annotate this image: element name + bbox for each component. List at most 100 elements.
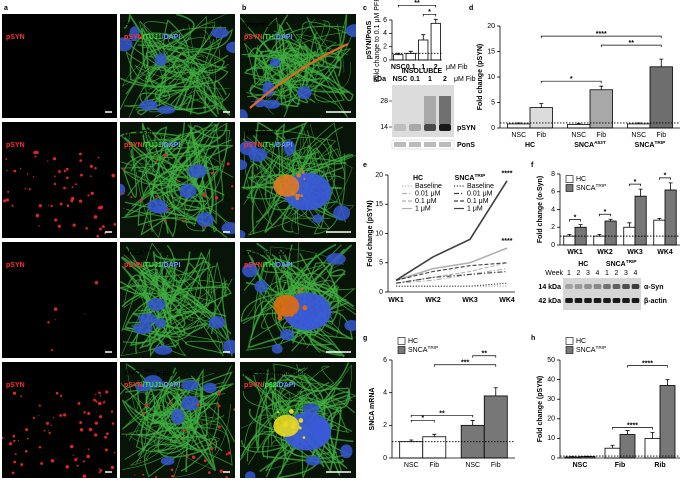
pSYN-puncta bbox=[110, 465, 115, 470]
pSYN-puncta bbox=[35, 151, 39, 154]
stain-label: pSYN/TUJ1/DAPI bbox=[124, 142, 180, 149]
error-bar bbox=[578, 224, 583, 228]
stain-part: pSYN bbox=[6, 262, 25, 269]
ponS-strip bbox=[391, 139, 455, 150]
x-tick-label: Fib bbox=[596, 132, 606, 139]
pSYN-puncta bbox=[122, 192, 125, 195]
significance: ** bbox=[439, 410, 445, 417]
pSYN-puncta bbox=[101, 225, 105, 228]
pSYN-puncta bbox=[26, 437, 29, 440]
nucleus bbox=[187, 164, 207, 179]
pSYN-puncta bbox=[32, 416, 35, 420]
y-tick-label: 2 bbox=[383, 44, 387, 51]
neurite bbox=[267, 138, 335, 224]
micrograph-title-base: SNCA bbox=[124, 370, 144, 377]
bar bbox=[627, 123, 651, 129]
pSYN-puncta bbox=[58, 170, 61, 173]
error-bar bbox=[668, 182, 673, 190]
pSYN-puncta bbox=[225, 453, 229, 456]
stain-part: /DAPI bbox=[162, 142, 181, 149]
error-bar bbox=[608, 218, 613, 222]
pSYN-puncta bbox=[221, 160, 223, 163]
nucleus bbox=[154, 53, 167, 67]
micrograph-title-base: HC bbox=[6, 22, 16, 29]
micrograph-title: Inclusion body bbox=[244, 250, 293, 257]
lane-label: 1 bbox=[428, 76, 432, 83]
nucleus bbox=[181, 380, 199, 391]
blot-group-base: SNCA bbox=[606, 261, 626, 268]
micrograph bbox=[2, 242, 117, 358]
pSYN-puncta bbox=[46, 421, 50, 425]
pSYN-puncta bbox=[19, 167, 22, 170]
pSYN-puncta bbox=[2, 436, 4, 440]
y-tick-label: 20 bbox=[375, 172, 383, 179]
pSYN-puncta bbox=[43, 429, 46, 432]
pSYN-puncta bbox=[125, 434, 128, 437]
nucleus bbox=[223, 339, 235, 355]
error-bar bbox=[539, 103, 544, 108]
legend-label-base: SNCA bbox=[408, 347, 428, 354]
pSYN-puncta bbox=[85, 227, 88, 230]
panel-label: b bbox=[242, 5, 246, 12]
legend-label: SNCATRIP bbox=[576, 345, 606, 354]
pSYN-puncta bbox=[28, 188, 31, 191]
nucleus bbox=[240, 230, 246, 238]
x-tick-label: NSC bbox=[465, 462, 480, 469]
blot-smear bbox=[439, 96, 451, 124]
x-tick-label: NSC bbox=[573, 462, 588, 469]
panel-label: f bbox=[531, 162, 534, 169]
micrograph-title-base: SNCA bbox=[124, 250, 144, 257]
neurite bbox=[271, 371, 351, 452]
bar bbox=[567, 124, 591, 129]
pSYN-puncta bbox=[13, 460, 17, 464]
pSYN-puncta bbox=[33, 150, 37, 155]
pSYN-puncta bbox=[163, 153, 167, 158]
blot-group: SNCATRIP bbox=[606, 259, 637, 268]
micrograph-title-base: HC bbox=[124, 22, 134, 29]
x-tick-label: WK3 bbox=[627, 249, 643, 256]
nucleus bbox=[344, 319, 356, 331]
nucleus bbox=[333, 205, 351, 221]
y-tick-label: 2 bbox=[383, 422, 387, 429]
subtitle: INSOLUBLE bbox=[402, 68, 443, 75]
pSYN-puncta bbox=[105, 390, 109, 394]
significance: *** bbox=[461, 360, 469, 367]
x-tick-label: Fib bbox=[656, 132, 666, 139]
pSYN-puncta bbox=[24, 187, 27, 190]
blot-band bbox=[603, 298, 611, 303]
pSYN-puncta bbox=[88, 427, 93, 432]
nucleus bbox=[179, 183, 197, 199]
nucleus bbox=[203, 382, 217, 393]
pSYN-puncta bbox=[95, 393, 97, 396]
pSYN-puncta bbox=[98, 471, 101, 474]
nucleus bbox=[254, 280, 268, 293]
marker-label: 14 kDa bbox=[538, 284, 561, 291]
bar bbox=[659, 385, 676, 459]
speckle bbox=[298, 426, 301, 429]
micrograph-title-sup: TRIP bbox=[144, 248, 155, 254]
speckle bbox=[283, 174, 289, 179]
pSYN-puncta bbox=[48, 430, 50, 432]
micrograph-title-base: HC + Fib bbox=[124, 130, 153, 137]
y-tick-label: 8 bbox=[551, 171, 555, 178]
speckle bbox=[300, 287, 304, 291]
stain-part: /DAPI bbox=[277, 382, 296, 389]
legend-label: HC bbox=[576, 338, 586, 345]
pSYN-puncta bbox=[72, 454, 74, 456]
x-tick-label: WK4 bbox=[499, 297, 515, 304]
nucleus bbox=[132, 322, 153, 334]
neurite bbox=[240, 381, 350, 457]
y-axis-sublabel: Fold change to 0.1 μM PFF bbox=[374, 0, 381, 82]
neurite bbox=[123, 132, 207, 198]
series-line bbox=[395, 247, 508, 282]
stain-part: /DAPI bbox=[162, 262, 181, 269]
stain-label: pSYN/TH/DAPI bbox=[244, 262, 293, 269]
micrograph-title: HC + Fib bbox=[6, 130, 35, 137]
pSYN-puncta bbox=[8, 442, 13, 446]
stain-part: pSYN bbox=[244, 382, 263, 389]
pSYN-puncta bbox=[48, 431, 51, 435]
significance-bracket bbox=[540, 80, 602, 84]
pSYN-puncta bbox=[113, 223, 117, 226]
stain-label: pSYN/TH/DAPI bbox=[244, 142, 293, 149]
panel-label: g bbox=[363, 335, 367, 342]
